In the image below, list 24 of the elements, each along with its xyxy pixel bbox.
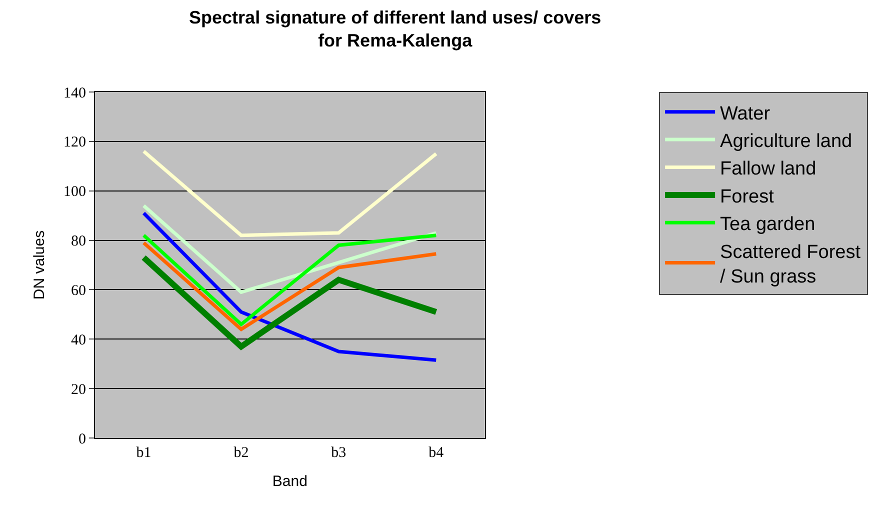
y-tick-label: 140 bbox=[64, 85, 86, 102]
legend-label: Water bbox=[720, 103, 771, 124]
chart-title: Spectral signature of different land uses/ covers for Rema-Kalenga bbox=[189, 7, 602, 51]
line-series bbox=[142, 211, 438, 362]
legend-label: Agriculture land bbox=[720, 130, 852, 152]
x-axis-title: Band bbox=[272, 473, 308, 490]
y-tick-label: 20 bbox=[71, 382, 86, 398]
legend-label: Scattered Forest / Sun grass bbox=[720, 242, 862, 288]
y-axis-title: DN values bbox=[30, 230, 48, 300]
y-tick-label: 100 bbox=[64, 184, 86, 200]
x-tick-label: b4 bbox=[428, 445, 444, 461]
x-tick-label: b2 bbox=[234, 445, 249, 461]
y-tick-label: 60 bbox=[71, 282, 86, 299]
x-tick-label: b3 bbox=[331, 445, 346, 461]
x-tick-label: b1 bbox=[136, 445, 152, 461]
legend-label: Tea garden bbox=[720, 214, 816, 236]
line-series bbox=[142, 150, 438, 238]
legend-label: Fallow land bbox=[720, 158, 816, 180]
y-tick-label: 0 bbox=[78, 431, 86, 448]
line-series bbox=[142, 204, 438, 294]
y-tick-label: 120 bbox=[64, 134, 86, 151]
y-tick-label: 40 bbox=[71, 332, 86, 348]
legend-label: Forest bbox=[720, 186, 775, 208]
y-tick-label: 80 bbox=[71, 234, 86, 250]
